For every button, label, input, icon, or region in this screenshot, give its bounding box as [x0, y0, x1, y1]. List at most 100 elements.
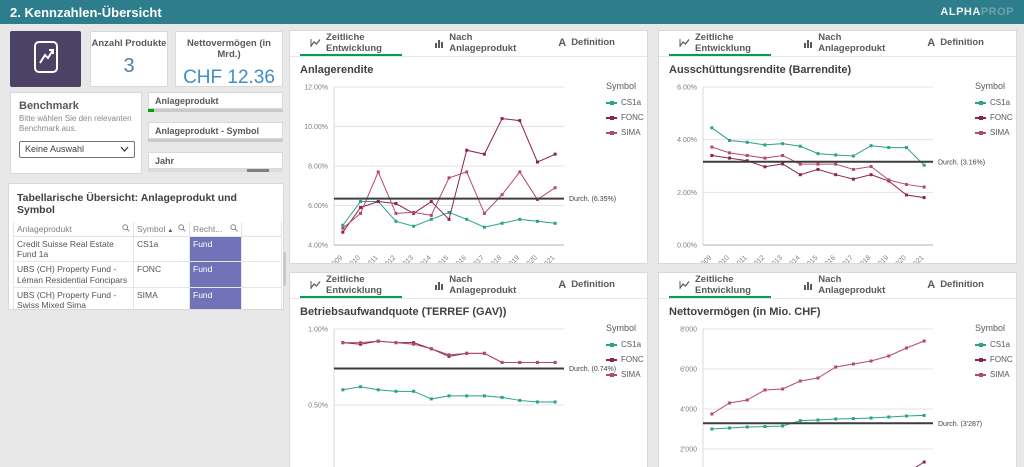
- svg-text:2015: 2015: [434, 254, 450, 264]
- svg-text:2014: 2014: [786, 254, 802, 264]
- chart-legend: Symbol CS1a FONC SIMA: [606, 81, 648, 143]
- table-row[interactable]: UBS (CH) Property Fund - Swiss Mixed Sim…: [14, 287, 282, 310]
- cell-rechtsform[interactable]: Fund: [190, 262, 242, 287]
- letter-a-icon: A: [558, 279, 566, 291]
- chart-title: Anlagerendite: [290, 57, 647, 76]
- svg-text:2012: 2012: [750, 254, 766, 264]
- table-row[interactable]: UBS (CH) Property Fund - Léman Residenti…: [14, 262, 282, 287]
- legend-item[interactable]: FONC: [975, 355, 1017, 364]
- tab-definition[interactable]: A Definition: [917, 273, 994, 298]
- benchmark-dropdown[interactable]: Keine Auswahl: [19, 141, 135, 158]
- bar-chart-icon: [434, 38, 444, 48]
- tab-definition[interactable]: A Definition: [917, 31, 994, 56]
- chart-legend: Symbol CS1a FONC SIMA: [975, 81, 1017, 143]
- svg-text:Durch. (3.16%): Durch. (3.16%): [938, 159, 985, 166]
- anlageprodukt-table: Anlageprodukt Symbol▲ Recht... Credit Su…: [13, 222, 282, 310]
- svg-text:2019: 2019: [505, 254, 521, 264]
- svg-text:8.00%: 8.00%: [308, 164, 328, 171]
- cell-anlageprodukt[interactable]: UBS (CH) Property Fund - Swiss Mixed Sim…: [14, 287, 134, 310]
- cell-symbol[interactable]: FONC: [134, 262, 190, 287]
- column-header-empty: [242, 222, 282, 237]
- svg-text:2018: 2018: [857, 254, 873, 264]
- page-title: 2. Kennzahlen-Übersicht: [10, 5, 162, 20]
- cell-rechtsform[interactable]: Fund: [190, 287, 242, 310]
- filter-range-indicator: [247, 169, 269, 172]
- panel-anlagerendite: Zeitliche Entwicklung Nach Anlageprodukt…: [289, 30, 648, 264]
- svg-text:8'000: 8'000: [680, 327, 697, 334]
- legend-item[interactable]: SIMA: [606, 370, 648, 379]
- tab-nach-anlageprodukt[interactable]: Nach Anlageprodukt: [424, 273, 526, 298]
- nettovermoegen-chart: 02'0004'0006'0008'0002009201020112012201…: [661, 319, 1017, 467]
- svg-text:2010: 2010: [346, 254, 362, 264]
- sort-asc-icon: ▲: [167, 228, 173, 234]
- series-marker: [975, 374, 986, 376]
- document-chart-icon: [31, 39, 61, 80]
- legend-title: Symbol: [975, 323, 1017, 333]
- column-header-symbol[interactable]: Symbol▲: [134, 222, 190, 237]
- column-header-anlageprodukt[interactable]: Anlageprodukt: [14, 222, 134, 237]
- search-icon[interactable]: [122, 224, 130, 234]
- legend-item[interactable]: CS1a: [606, 98, 648, 107]
- tab-zeitliche-entwicklung[interactable]: Zeitliche Entwicklung: [669, 273, 771, 298]
- series-marker: [975, 132, 986, 134]
- benchmark-panel: Benchmark Bitte wählen Sie den relevante…: [10, 92, 142, 174]
- series-marker: [606, 374, 617, 376]
- left-column-scrollbar[interactable]: [283, 252, 286, 286]
- filter-anlageprodukt-symbol[interactable]: Anlageprodukt - Symbol: [148, 122, 283, 142]
- table-row[interactable]: Credit Suisse Real Estate Fund 1a CS1a F…: [14, 237, 282, 262]
- filter-anlageprodukt[interactable]: Anlageprodukt: [148, 92, 283, 112]
- legend-item[interactable]: SIMA: [975, 370, 1017, 379]
- legend-item[interactable]: CS1a: [975, 340, 1017, 349]
- tab-zeitliche-entwicklung[interactable]: Zeitliche Entwicklung: [300, 273, 402, 298]
- legend-item[interactable]: CS1a: [975, 98, 1017, 107]
- svg-text:6'000: 6'000: [680, 367, 697, 374]
- cell-rechtsform[interactable]: Fund: [190, 237, 242, 262]
- panel-nettovermoegen-mio: Zeitliche Entwicklung Nach Anlageprodukt…: [658, 272, 1017, 467]
- svg-text:2011: 2011: [364, 254, 380, 264]
- legend-item[interactable]: FONC: [606, 355, 648, 364]
- letter-a-icon: A: [927, 279, 935, 291]
- filter-state-bar: [148, 169, 283, 172]
- svg-text:2.00%: 2.00%: [677, 190, 697, 197]
- series-marker: [606, 102, 617, 104]
- cell-symbol[interactable]: SIMA: [134, 287, 190, 310]
- legend-item[interactable]: FONC: [606, 113, 648, 122]
- legend-item[interactable]: SIMA: [606, 128, 648, 137]
- legend-title: Symbol: [606, 81, 648, 91]
- cell-anlageprodukt[interactable]: Credit Suisse Real Estate Fund 1a: [14, 237, 134, 262]
- tab-definition[interactable]: A Definition: [548, 273, 625, 298]
- legend-item[interactable]: CS1a: [606, 340, 648, 349]
- search-icon[interactable]: [178, 224, 186, 234]
- column-header-recht[interactable]: Recht...: [190, 222, 242, 237]
- tab-definition[interactable]: A Definition: [548, 31, 625, 56]
- legend-item[interactable]: FONC: [975, 113, 1017, 122]
- panel-tabs: Zeitliche Entwicklung Nach Anlageprodukt…: [290, 273, 647, 299]
- cell-symbol[interactable]: CS1a: [134, 237, 190, 262]
- bar-chart-icon: [803, 38, 813, 48]
- ausschuettungsrendite-chart: 0.00%2.00%4.00%6.00%20092010201120122013…: [661, 77, 1017, 264]
- chart-title: Ausschüttungsrendite (Barrendite): [659, 57, 1016, 76]
- tab-nach-anlageprodukt[interactable]: Nach Anlageprodukt: [793, 273, 895, 298]
- table-panel: Tabellarische Übersicht: Anlageprodukt u…: [8, 183, 284, 310]
- legend-item[interactable]: SIMA: [975, 128, 1017, 137]
- series-marker: [606, 344, 617, 346]
- search-icon[interactable]: [230, 224, 238, 234]
- svg-text:6.00%: 6.00%: [677, 85, 697, 92]
- tab-zeitliche-entwicklung[interactable]: Zeitliche Entwicklung: [300, 31, 402, 56]
- table-title: Tabellarische Übersicht: Anlageprodukt u…: [13, 190, 279, 222]
- cell-anlageprodukt[interactable]: UBS (CH) Property Fund - Léman Residenti…: [14, 262, 134, 287]
- line-chart-icon: [310, 38, 321, 48]
- tab-nach-anlageprodukt[interactable]: Nach Anlageprodukt: [424, 31, 526, 56]
- tab-zeitliche-entwicklung[interactable]: Zeitliche Entwicklung: [669, 31, 771, 56]
- svg-text:2020: 2020: [892, 254, 908, 264]
- svg-text:2018: 2018: [488, 254, 504, 264]
- svg-text:4.00%: 4.00%: [308, 243, 328, 250]
- svg-text:1.00%: 1.00%: [308, 327, 328, 334]
- filter-jahr[interactable]: Jahr: [148, 152, 283, 172]
- filter-label: Jahr: [155, 156, 174, 166]
- series-marker: [606, 117, 617, 119]
- series-marker: [606, 359, 617, 361]
- tab-nach-anlageprodukt[interactable]: Nach Anlageprodukt: [793, 31, 895, 56]
- benchmark-description: Bitte wählen Sie den relevanten Benchmar…: [19, 114, 133, 135]
- bar-chart-icon: [434, 280, 444, 290]
